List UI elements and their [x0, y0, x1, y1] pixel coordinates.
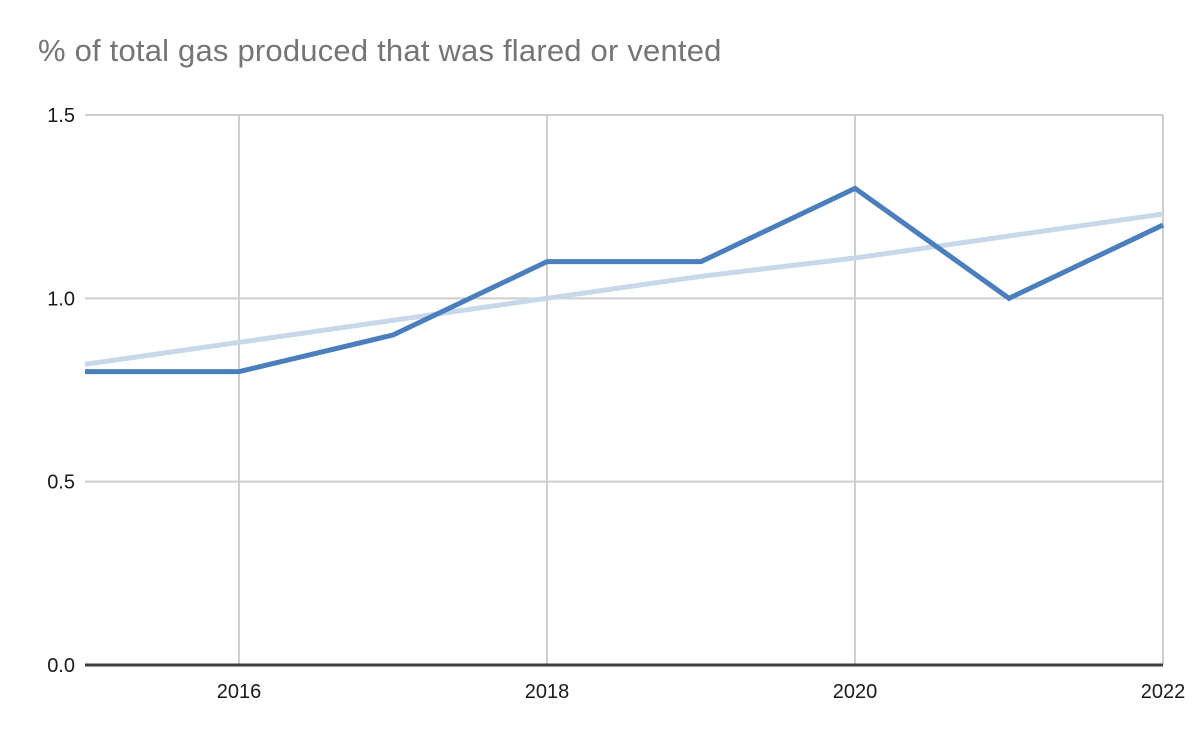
y-tick-label: 0.0 — [47, 655, 75, 677]
y-tick-label: 1.0 — [47, 288, 75, 310]
x-tick-label: 2016 — [217, 681, 262, 703]
x-tick-label: 2022 — [1141, 681, 1186, 703]
x-tick-label: 2020 — [833, 681, 878, 703]
x-tick-label: 2018 — [525, 681, 570, 703]
series-line-linear-trend — [84, 211, 1164, 367]
series-line-flared-or-vented-pct — [85, 185, 1165, 375]
chart-title: % of total gas produced that was flared … — [38, 33, 722, 68]
y-tick-label: 1.5 — [47, 105, 75, 127]
y-tick-label: 0.5 — [47, 472, 75, 494]
